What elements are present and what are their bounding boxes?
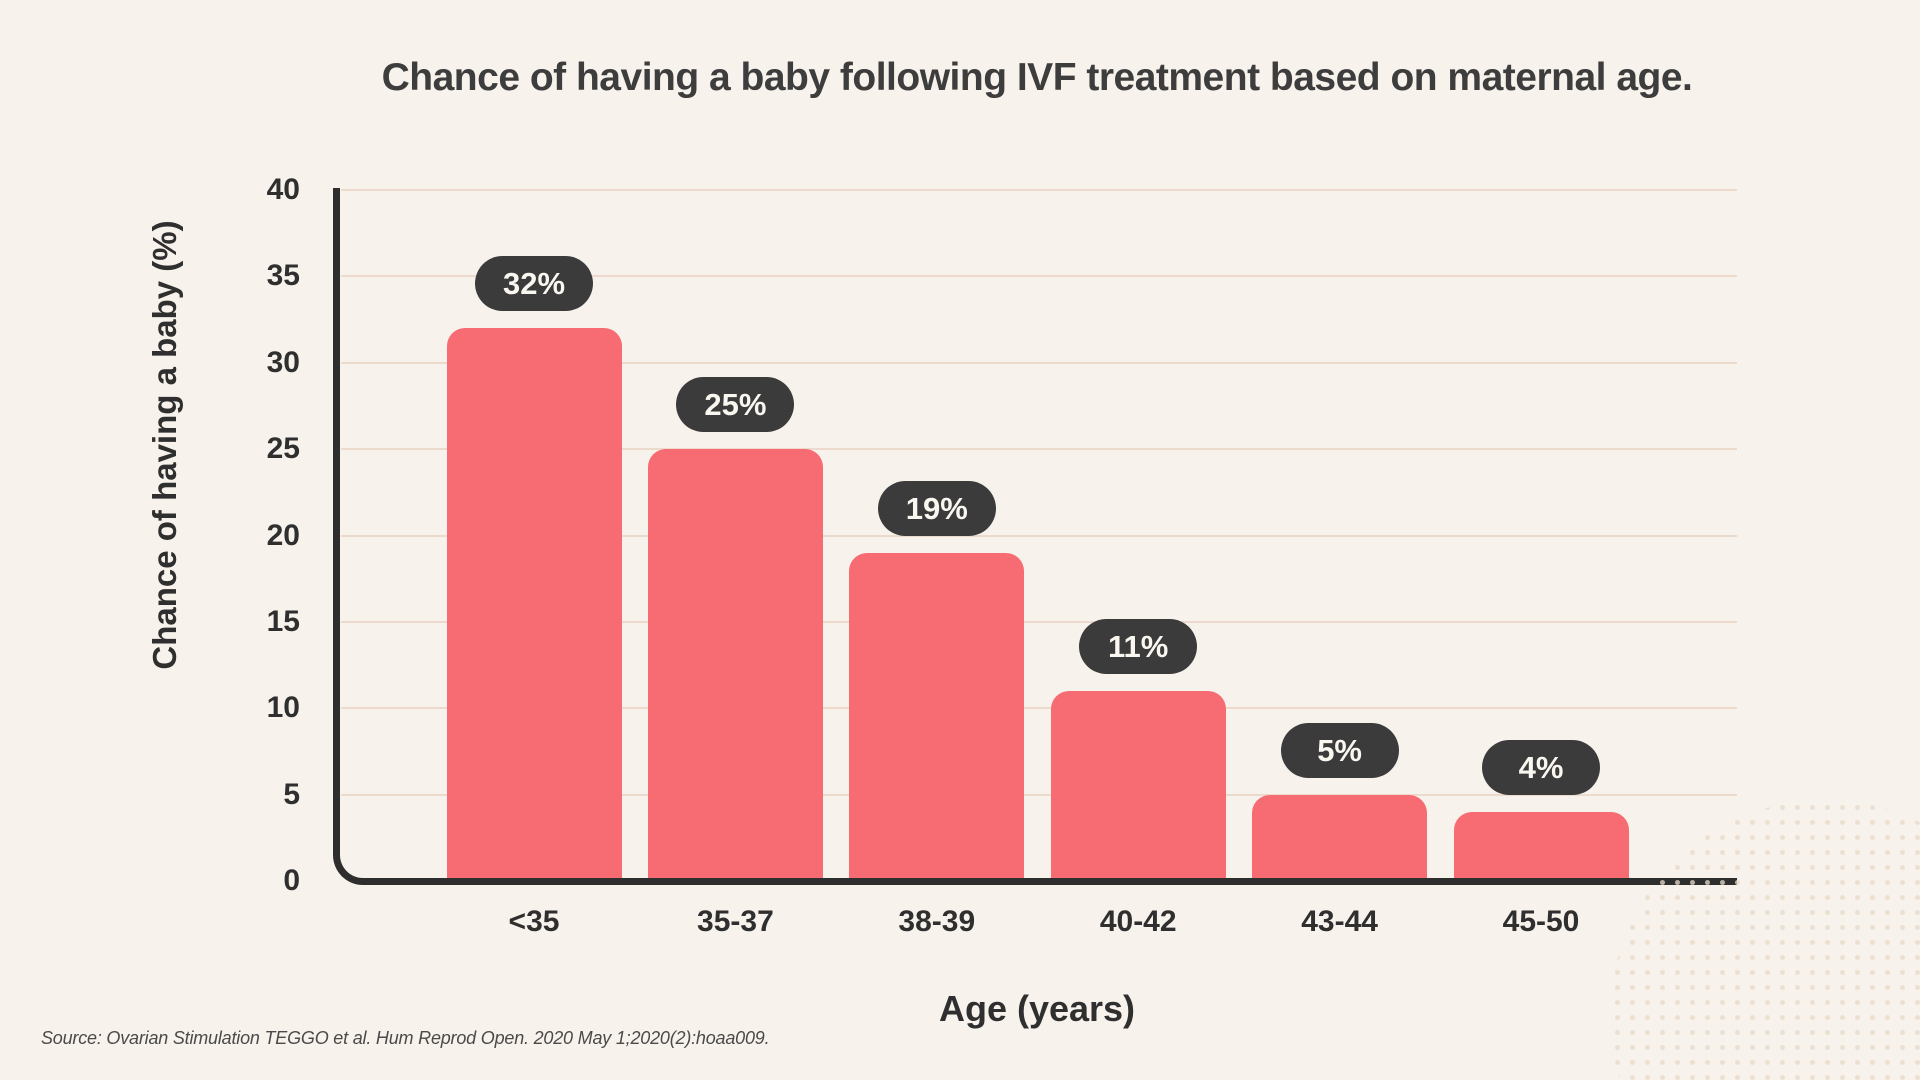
- x-axis-title: Age (years): [938, 988, 1136, 1029]
- bar-value-badge: 32%: [475, 256, 593, 312]
- bar: [1050, 690, 1226, 878]
- grid-line: [341, 534, 1737, 537]
- source-citation: Source: Ovarian Stimulation TEGGO et al.…: [41, 1028, 770, 1048]
- y-tick-label: 30: [266, 345, 300, 379]
- grid-line: [341, 448, 1737, 451]
- grid-line: [341, 189, 1737, 191]
- dot-pattern-decoration: [1610, 800, 1920, 1080]
- x-tick-label: 38-39: [898, 905, 976, 938]
- x-tick-label: 45-50: [1502, 905, 1580, 938]
- y-tick-label: 25: [266, 432, 300, 466]
- y-tick-label: 0: [283, 864, 300, 897]
- y-tick-label: 15: [266, 604, 300, 638]
- y-tick-label: 40: [266, 173, 300, 206]
- y-tick-label: 5: [283, 777, 300, 811]
- x-tick-label: 35-37: [697, 905, 774, 938]
- y-tick-label: 20: [266, 518, 300, 552]
- bar-value-badge: 4%: [1482, 739, 1600, 795]
- bar: [1252, 794, 1428, 878]
- bar-value-badge: 19%: [877, 480, 996, 536]
- bar: [1453, 811, 1629, 878]
- y-tick-label: 35: [266, 259, 300, 293]
- grid-line: [341, 707, 1737, 710]
- bar: [647, 449, 823, 878]
- bar: [446, 328, 622, 878]
- bar-value-badge: 25%: [676, 377, 795, 433]
- bar-value-badge: 5%: [1280, 722, 1399, 778]
- grid-line: [341, 275, 1737, 278]
- bar: [849, 552, 1025, 878]
- bar-value-badge: 11%: [1079, 618, 1198, 674]
- grid-line: [341, 620, 1737, 623]
- x-tick-label: 43-44: [1301, 905, 1378, 938]
- grid-line: [341, 361, 1737, 364]
- x-tick-label: 40-42: [1099, 905, 1177, 938]
- chart-title: Chance of having a baby following IVF tr…: [381, 56, 1693, 99]
- x-tick-label: <35: [508, 905, 560, 938]
- y-tick-label: 10: [266, 691, 300, 725]
- grid-line: [341, 793, 1737, 796]
